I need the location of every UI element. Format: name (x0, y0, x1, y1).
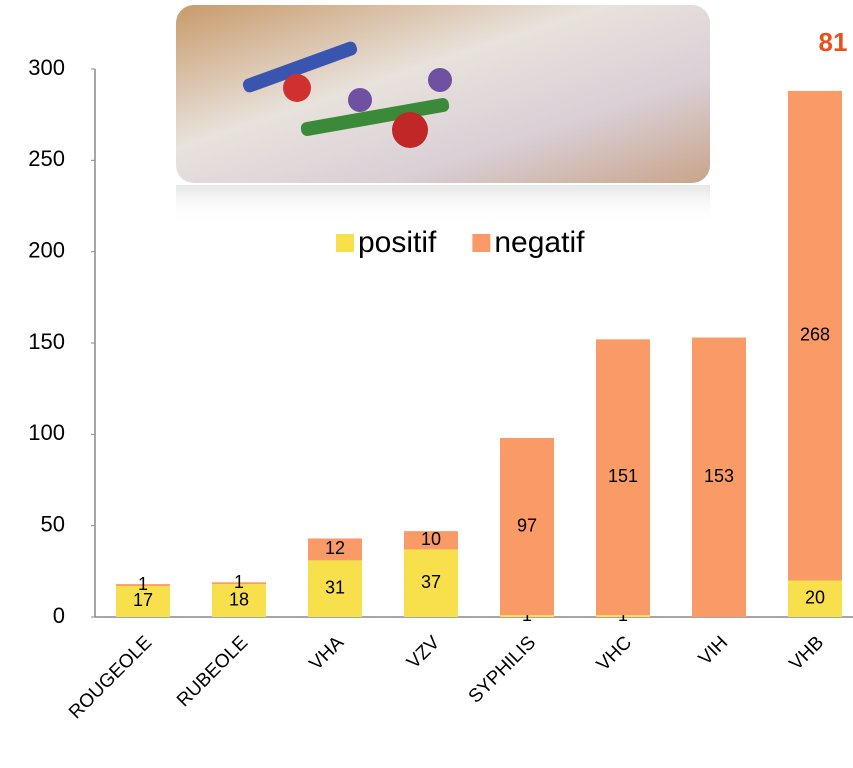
data-label: 20 (805, 587, 825, 607)
data-label: 153 (704, 466, 734, 486)
x-tick-label: SYPHILIS (465, 632, 540, 707)
bar-segment (596, 339, 650, 616)
legend-swatch (336, 234, 354, 252)
x-tick-label: VHC (593, 632, 636, 675)
y-tick-label: 250 (28, 146, 65, 171)
bar-segment (116, 585, 170, 617)
bar-segment (788, 580, 842, 617)
bar-segment (404, 549, 458, 617)
y-tick-label: 150 (28, 329, 65, 354)
y-tick-label: 300 (28, 55, 65, 80)
legend-label: negatif (494, 226, 585, 259)
bar-segment (692, 337, 746, 617)
legend-swatch (472, 234, 491, 252)
y-tick-label: 100 (28, 420, 65, 445)
bar-segment (788, 90, 842, 581)
bar-segment (212, 584, 266, 617)
data-label: 17 (133, 590, 153, 610)
bar-segment (500, 437, 554, 616)
legend-label: positif (358, 226, 437, 259)
y-tick-label: 0 (53, 603, 65, 628)
x-tick-label: ROUGEOLE (65, 632, 156, 723)
bar-segment (116, 584, 170, 586)
y-tick-label: 50 (41, 511, 65, 536)
x-tick-label: VIH (695, 632, 732, 669)
bar-segment (500, 615, 554, 617)
bar-segment (212, 582, 266, 585)
x-tick-label: VHA (306, 632, 349, 675)
data-label: 37 (421, 572, 441, 592)
bar-segment (308, 538, 362, 561)
annotation: 81 (819, 27, 848, 57)
data-label: 1 (234, 572, 244, 592)
data-label: 12 (325, 538, 345, 558)
data-label: 1 (138, 574, 148, 594)
x-tick-label: VHB (786, 632, 828, 674)
y-tick-label: 200 (28, 237, 65, 262)
data-label: 97 (517, 515, 537, 535)
data-label: 10 (421, 529, 441, 549)
x-tick-label: VZV (403, 632, 444, 673)
bar-segment (596, 615, 650, 617)
data-label: 31 (325, 577, 345, 597)
bar-segment (308, 560, 362, 617)
x-tick-label: RUBEOLE (173, 632, 252, 711)
bar-segment (404, 531, 458, 550)
data-label: 18 (229, 589, 249, 609)
data-label: 268 (800, 324, 830, 344)
data-label: 151 (608, 466, 638, 486)
decorative-photo (176, 5, 710, 225)
